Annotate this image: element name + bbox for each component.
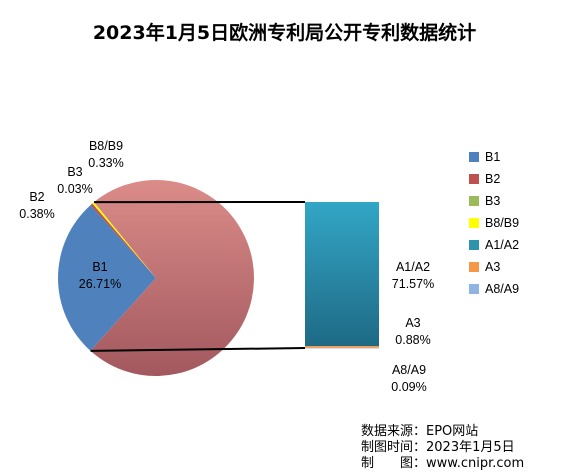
legend-item: A8/A9 [469,278,559,300]
bar-segment-a8-a9 [305,347,379,349]
legend-swatch [469,218,479,228]
pie-slice-b1 [58,205,157,351]
legend-item: B3 [469,190,559,212]
legend-swatch [469,240,479,250]
data-label-value-b2: 0.38% [19,207,54,221]
legend-label: A3 [485,260,501,274]
legend-item: A3 [469,256,559,278]
legend-swatch [469,284,479,294]
data-label-value-a8-a9: 0.09% [391,380,426,394]
bar-group [305,202,379,349]
pie-slice-other [90,179,254,376]
legend-item: A1/A2 [469,234,559,256]
chart-title: 2023年1月5日欧洲专利局公开专利数据统计 [92,22,477,44]
connector-lines [90,201,306,352]
legend-swatch [469,196,479,206]
legend-swatch [469,152,479,162]
legend-label: B1 [485,150,501,164]
chart-maker-line: 制 图：www.cnipr.com [361,456,525,471]
data-labels: B1 26.71% B2 0.38% B3 0.03% B8/B9 0.33% A1/A2 71.… [19,139,434,394]
data-label-value-b8-b9: 0.33% [88,156,123,170]
data-label-name-b3: B3 [67,165,82,179]
data-label-name-a1-a2: A1/A2 [396,260,430,274]
data-label-name-b2: B2 [29,190,44,204]
legend: B1 B2 B3 B8/B9 A1/A2 A3 A8/A9 [469,146,559,300]
legend-label: A1/A2 [485,238,520,252]
pie-slice-b2 [90,203,156,278]
legend-swatch [469,262,479,272]
legend-item: B2 [469,168,559,190]
pie-slice-b8-b9 [92,202,156,278]
connector-bottom [90,347,306,352]
data-label-value-b1: 26.71% [79,277,121,291]
data-label-name-b8-b9: B8/B9 [89,139,123,153]
bar-segment-a3 [305,346,379,348]
legend-label: A8/A9 [485,282,520,296]
data-label-value-a3: 0.88% [395,333,430,347]
legend-item: B1 [469,146,559,168]
legend-swatch [469,174,479,184]
data-label-value-b3: 0.03% [57,182,92,196]
legend-label: B3 [485,194,501,208]
data-label-name-a3: A3 [405,316,420,330]
legend-item: B8/B9 [469,212,559,234]
bar-segment-a1-a2 [305,202,379,347]
data-label-name-b1: B1 [92,260,107,274]
legend-label: B2 [485,172,501,186]
chart-time-line: 制图时间：2023年1月5日 [361,440,515,455]
source-line: 数据来源：EPO网站 [361,424,479,439]
pie-group [58,179,254,376]
legend-label: B8/B9 [485,216,520,230]
source-info: 数据来源：EPO网站 制图时间：2023年1月5日 制 图：www.cnipr.… [361,424,524,472]
pie-slice-b3 [92,203,156,278]
data-label-name-a8-a9: A8/A9 [392,363,426,377]
data-label-value-a1-a2: 71.57% [392,277,434,291]
